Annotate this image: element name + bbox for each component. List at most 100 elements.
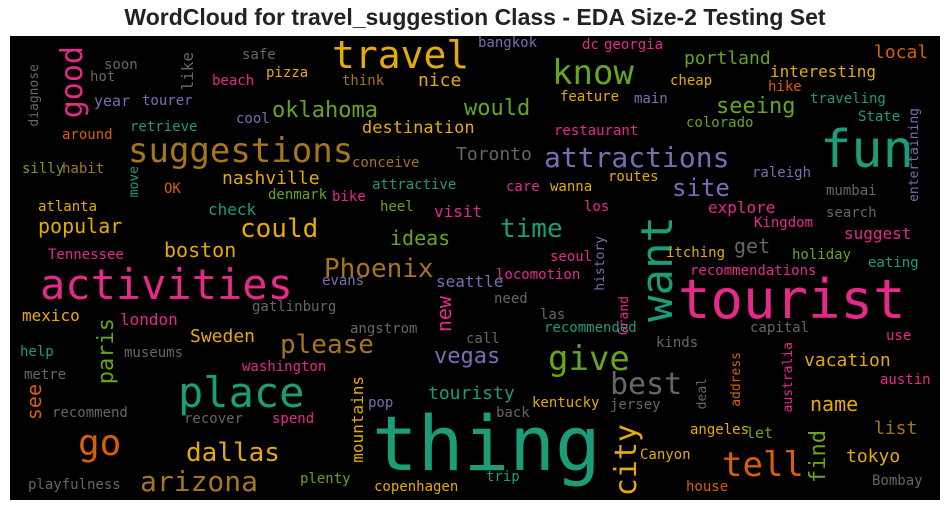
word-history: history (593, 236, 608, 291)
word-spend: spend (272, 411, 315, 427)
word-safe: safe (242, 47, 276, 63)
word-state: State (858, 109, 901, 125)
word-deal: deal (695, 378, 710, 410)
wordcloud-canvas: thing tourist fun activities place travel sugg… (10, 36, 940, 500)
word-locomotion: locomotion (496, 267, 581, 283)
word-routes: routes (608, 169, 659, 185)
word-good: good (55, 46, 90, 119)
word-colorado: colorado (686, 115, 754, 131)
word-plenty: plenty (300, 471, 351, 487)
word-check: check (208, 200, 257, 219)
word-around: around (62, 127, 113, 143)
word-suggest: suggest (844, 224, 912, 243)
word-city: city (609, 424, 644, 497)
word-go: go (78, 423, 122, 464)
word-tourist: tourist (678, 268, 906, 331)
word-touristy: touristy (428, 383, 515, 404)
word-gatlinburg: gatlinburg (252, 299, 337, 315)
word-kingdom: Kingdom (754, 215, 814, 231)
word-playfulness: playfulness (28, 477, 121, 493)
word-washington: washington (242, 359, 327, 375)
word-recommended: recommended (544, 320, 637, 336)
word-could: could (240, 214, 319, 244)
word-destination: destination (362, 118, 475, 138)
word-interesting: interesting (770, 62, 876, 81)
word-tourer: tourer (142, 93, 193, 109)
word-name: name (810, 392, 859, 416)
word-think: think (342, 73, 385, 89)
word-sweden: Sweden (190, 326, 256, 347)
word-move: move (127, 166, 142, 198)
word-kinds: kinds (656, 335, 699, 351)
word-kentucky: kentucky (532, 395, 600, 411)
word-place: place (178, 368, 305, 417)
word-care: care (506, 179, 540, 195)
word-activities: activities (40, 260, 293, 309)
word-georgia: georgia (604, 37, 664, 53)
word-help: help (20, 344, 54, 360)
word-silly: silly (22, 161, 65, 177)
word-itching: itching (666, 245, 726, 261)
word-australia: australia (781, 342, 796, 413)
word-mexico: mexico (22, 306, 80, 325)
word-cool: cool (236, 111, 270, 127)
word-hot: hot (90, 69, 116, 85)
word-fun: fun (820, 120, 914, 180)
word-diagnose: diagnose (27, 64, 42, 127)
word-paris: paris (94, 318, 119, 385)
word-feature: feature (560, 89, 620, 105)
word-ok: OK (164, 181, 181, 197)
word-bangkok: bangkok (478, 36, 538, 51)
word-vegas: vegas (434, 344, 501, 369)
word-entertaining: entertaining (907, 108, 922, 202)
word-portland: portland (684, 48, 771, 69)
word-list: list (874, 418, 918, 439)
word-site: site (672, 174, 730, 202)
word-las: las (540, 307, 566, 323)
word-recommend: recommend (52, 405, 128, 421)
word-bombay: Bombay (872, 473, 923, 489)
word-austin: austin (880, 372, 931, 388)
word-metre: metre (24, 367, 67, 383)
word-cheap: cheap (670, 73, 713, 89)
word-phoenix: Phoenix (324, 254, 434, 284)
word-london: london (120, 310, 178, 329)
word-find: find (806, 430, 831, 483)
word-beach: beach (212, 73, 255, 89)
word-give: give (548, 339, 630, 379)
word-tennessee: Tennessee (48, 247, 124, 263)
word-tell: tell (722, 445, 804, 485)
word-holiday: holiday (792, 247, 852, 263)
word-copenhagen: copenhagen (374, 479, 459, 495)
word-conceive: conceive (352, 155, 420, 171)
word-museums: museums (124, 345, 184, 361)
word-ideas: ideas (390, 226, 451, 250)
word-call: call (466, 331, 500, 347)
word-time: time (500, 214, 563, 244)
word-recommendations: recommendations (690, 263, 817, 279)
word-let: let (746, 424, 774, 442)
word-seattle: seattle (436, 272, 504, 291)
word-retrieve: retrieve (130, 119, 198, 135)
word-jersey: jersey (610, 397, 661, 413)
word-atlanta: atlanta (38, 199, 98, 215)
word-denmark: denmark (268, 187, 328, 203)
word-eating: eating (868, 255, 919, 271)
word-best: best (610, 367, 683, 402)
word-local: local (874, 42, 929, 63)
word-boston: boston (164, 238, 237, 262)
word-attractive: attractive (372, 177, 457, 193)
word-back: back (496, 405, 530, 421)
word-canyon: Canyon (640, 447, 691, 463)
word-vacation: vacation (804, 350, 891, 371)
word-wanna: wanna (550, 179, 593, 195)
word-habit: habit (62, 161, 105, 177)
word-arizona: arizona (140, 465, 259, 498)
word-house: house (686, 479, 729, 495)
word-suggestions: suggestions (128, 131, 354, 171)
word-dc: dc (582, 37, 599, 53)
word-bike: bike (332, 189, 366, 205)
word-capital: capital (750, 320, 810, 336)
word-recover: recover (184, 411, 244, 427)
word-soon: soon (104, 57, 138, 73)
